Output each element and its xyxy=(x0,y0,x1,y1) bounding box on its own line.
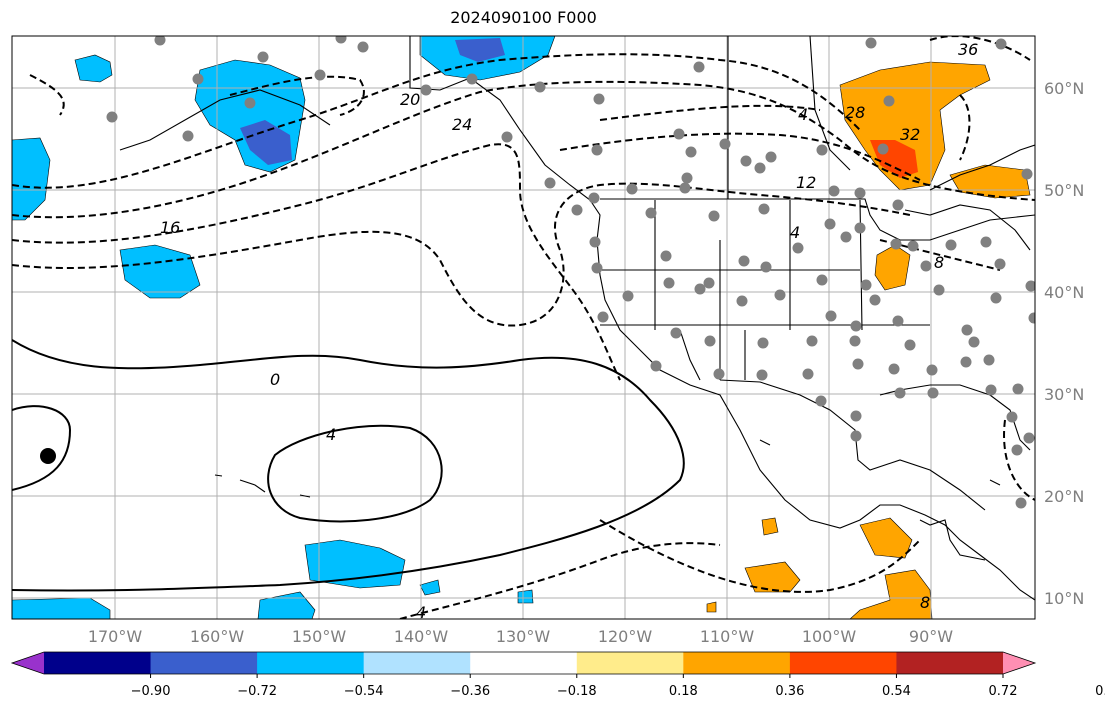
svg-text:16: 16 xyxy=(160,218,180,237)
svg-text:130°W: 130°W xyxy=(496,627,551,646)
colorbar-tick-label: 0.54 xyxy=(882,684,911,699)
svg-text:10°N: 10°N xyxy=(1044,589,1084,608)
station-markers xyxy=(106,36,1035,509)
svg-text:40°N: 40°N xyxy=(1044,283,1084,302)
colorbar-extend-min xyxy=(12,652,44,674)
coastlines xyxy=(119,36,1035,601)
negative-anomaly-shading xyxy=(12,36,556,619)
colorbar-tick-label: −0.36 xyxy=(450,684,490,699)
svg-text:90°W: 90°W xyxy=(909,627,953,646)
svg-text:32: 32 xyxy=(900,125,920,144)
svg-text:8: 8 xyxy=(920,593,930,612)
svg-text:24: 24 xyxy=(452,115,472,134)
colorbar-tick-label: 0.18 xyxy=(669,684,698,699)
svg-text:120°W: 120°W xyxy=(598,627,653,646)
svg-text:50°N: 50°N xyxy=(1044,181,1084,200)
svg-text:20: 20 xyxy=(400,90,420,109)
colorbar-segment xyxy=(789,652,897,674)
svg-text:4: 4 xyxy=(798,105,808,124)
svg-text:150°W: 150°W xyxy=(292,627,347,646)
colorbar-segment xyxy=(683,652,791,674)
positive-anomaly-shading xyxy=(706,61,1031,619)
svg-text:28: 28 xyxy=(845,103,865,122)
svg-text:36: 36 xyxy=(958,40,978,59)
latitude-labels: 60°N 50°N 40°N 30°N 20°N 10°N xyxy=(1044,79,1084,608)
svg-text:60°N: 60°N xyxy=(1044,79,1084,98)
svg-text:110°W: 110°W xyxy=(700,627,755,646)
svg-text:160°W: 160°W xyxy=(190,627,245,646)
svg-text:12: 12 xyxy=(796,173,816,192)
colorbar-segment xyxy=(257,652,365,674)
svg-text:100°W: 100°W xyxy=(802,627,857,646)
colorbar-segment xyxy=(576,652,684,674)
longitude-labels: 170°W 160°W 150°W 140°W 130°W 120°W 110°… xyxy=(88,627,953,646)
contour-labels: 0 4 16 20 24 28 32 36 12 8 4 4 4 8 xyxy=(160,40,978,622)
black-marker xyxy=(40,448,56,464)
colorbar-tick-label: −0.72 xyxy=(237,684,277,699)
svg-text:4: 4 xyxy=(790,223,800,242)
map-title: 2024090100 F000 xyxy=(450,8,597,27)
colorbar-segment xyxy=(896,652,1004,674)
colorbar-tick-label: 0.90 xyxy=(1095,684,1105,699)
svg-text:4: 4 xyxy=(416,603,426,622)
colorbar-tick-label: 0.72 xyxy=(989,684,1018,699)
colorbar: −0.90 −0.72 −0.54 −0.36 −0.18 0.18 0.36 0.54 0.7… xyxy=(10,651,1105,699)
colorbar-segment xyxy=(44,652,152,674)
colorbar-segment xyxy=(470,652,578,674)
colorbar-tick-label: 0.36 xyxy=(775,684,804,699)
colorbar-outline xyxy=(10,651,1037,675)
svg-text:20°N: 20°N xyxy=(1044,487,1084,506)
svg-text:170°W: 170°W xyxy=(88,627,143,646)
map-area: 0 4 16 20 24 28 32 36 12 8 4 4 4 8 xyxy=(12,36,1035,622)
svg-text:4: 4 xyxy=(326,425,336,444)
dashed-contours xyxy=(12,36,1035,619)
svg-text:30°N: 30°N xyxy=(1044,385,1084,404)
solid-contours xyxy=(12,339,685,592)
svg-text:140°W: 140°W xyxy=(394,627,449,646)
colorbar-segment xyxy=(363,652,471,674)
svg-text:0: 0 xyxy=(270,370,280,389)
colorbar-tick-label: −0.18 xyxy=(557,684,597,699)
colorbar-extend-max xyxy=(1003,652,1035,674)
map-frame xyxy=(11,35,1036,620)
colorbar-segment xyxy=(150,652,258,674)
colorbar-tick-label: −0.54 xyxy=(344,684,384,699)
colorbar-tick-label: −0.90 xyxy=(131,684,171,699)
svg-text:8: 8 xyxy=(934,253,944,272)
